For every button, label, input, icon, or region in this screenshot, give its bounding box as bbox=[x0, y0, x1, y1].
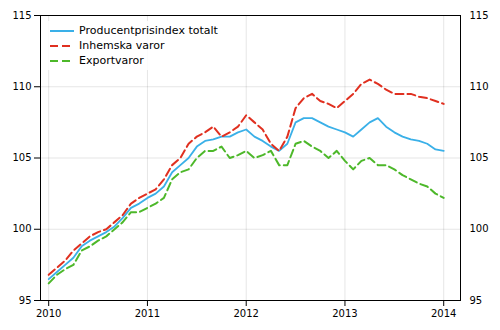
svg-text:2010: 2010 bbox=[36, 308, 61, 319]
html-text:Exportvaror: Exportvaror bbox=[79, 54, 144, 67]
svg-text:2013: 2013 bbox=[332, 308, 357, 319]
svg-text:100: 100 bbox=[12, 223, 31, 234]
svg-text:105: 105 bbox=[470, 152, 489, 163]
svg-text:105: 105 bbox=[12, 152, 31, 163]
html-text:Producentprisindex totalt: Producentprisindex totalt bbox=[79, 24, 218, 37]
svg-text:2012: 2012 bbox=[233, 308, 258, 319]
svg-text:95: 95 bbox=[470, 295, 483, 306]
svg-text:110: 110 bbox=[470, 81, 489, 92]
svg-text:115: 115 bbox=[470, 10, 489, 21]
svg-text:110: 110 bbox=[12, 81, 31, 92]
svg-text:2011: 2011 bbox=[135, 308, 160, 319]
svg-text:2014: 2014 bbox=[431, 308, 456, 319]
svg-text:100: 100 bbox=[470, 223, 489, 234]
html-text:Inhemska varor: Inhemska varor bbox=[79, 39, 165, 52]
svg-text:95: 95 bbox=[19, 295, 32, 306]
svg-text:115: 115 bbox=[12, 10, 31, 21]
